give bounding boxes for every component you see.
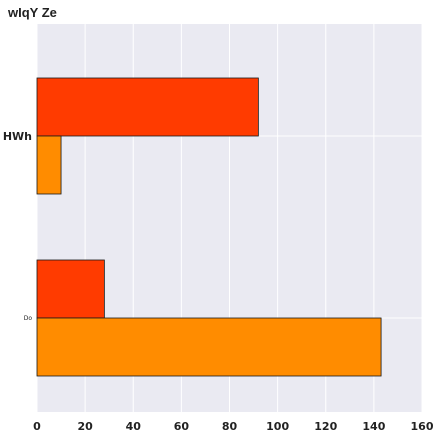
- x-tick-label: 40: [126, 420, 142, 433]
- x-tick-label: 100: [266, 420, 289, 433]
- x-tick-label: 140: [362, 420, 385, 433]
- x-tick-label: 0: [33, 420, 41, 433]
- y-tick-label: HWh: [3, 130, 32, 143]
- x-tick-label: 60: [174, 420, 190, 433]
- bar-hwh-series-1: [36, 77, 259, 137]
- bar-hwh-series-2: [36, 135, 62, 195]
- bars: [36, 77, 382, 377]
- bar-do-series-1: [36, 259, 105, 319]
- x-tick-label: 80: [222, 420, 238, 433]
- x-tick-label: 160: [411, 420, 434, 433]
- chart-title: wIqY Ze: [7, 5, 57, 20]
- x-tick-label: 120: [314, 420, 337, 433]
- bar-do-series-2: [36, 317, 382, 377]
- x-axis-ticks: 0 20 40 60 80 100 120 140 160: [33, 420, 434, 433]
- x-tick-label: 20: [77, 420, 93, 433]
- y-tick-label: Do: [24, 315, 33, 322]
- y-axis-ticks: HWh Do: [3, 130, 32, 322]
